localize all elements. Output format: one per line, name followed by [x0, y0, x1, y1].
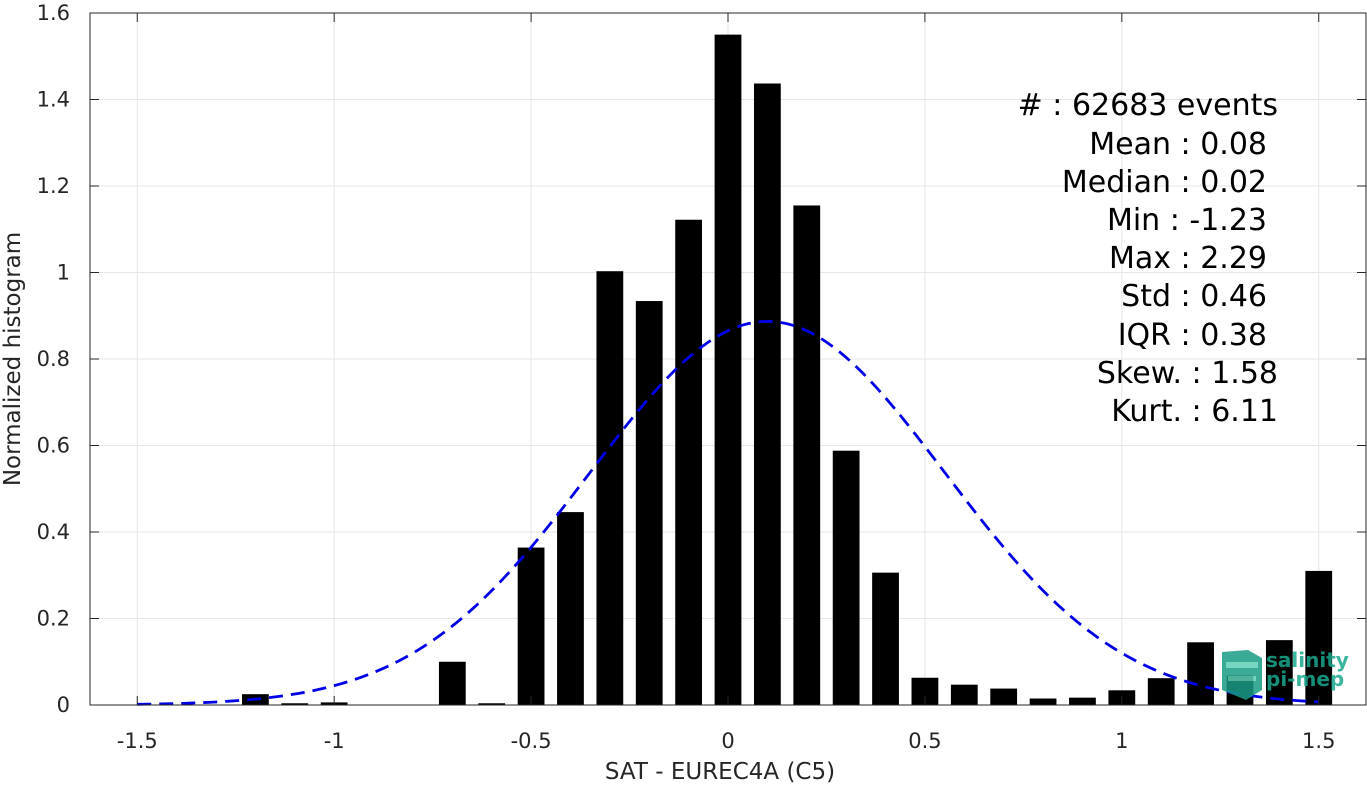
stats-mean: Mean : 0.08: [1089, 127, 1267, 162]
stats-count: # : 62683 events: [1018, 88, 1278, 123]
y-tick-label: 0: [57, 693, 70, 717]
y-tick-label: 1: [57, 261, 70, 285]
y-tick-label: 1.4: [37, 88, 70, 112]
histogram-bar: [990, 688, 1018, 705]
histogram-bar: [1265, 640, 1293, 705]
histogram-bar: [1305, 570, 1333, 705]
histogram-bar: [675, 219, 703, 706]
y-tick-label: 0.6: [37, 434, 70, 458]
x-tick-label: -1.5: [117, 729, 158, 753]
y-tick-label: 1.6: [37, 1, 70, 25]
logo-text-line2: pi-mep: [1266, 667, 1344, 691]
logo-text-line1: salinity: [1266, 648, 1349, 672]
logo-emblem-icon: [1222, 650, 1262, 700]
x-tick-labels: -1.5 -1 -0.5 0 0.5 1 1.5: [117, 729, 1336, 753]
histogram-bar: [557, 512, 584, 705]
x-tick-label: -0.5: [511, 729, 552, 753]
histogram-bar: [478, 703, 506, 705]
histogram-bar: [1147, 678, 1175, 705]
histogram-bar: [517, 547, 545, 705]
x-tick-label: 1.5: [1302, 729, 1335, 753]
y-axis-label: Normalized histogram: [0, 232, 26, 486]
stats-min: Min : -1.23: [1107, 203, 1267, 238]
stats-skewness: Skew. : 1.58: [1097, 356, 1278, 391]
stats-kurtosis: Kurt. : 6.11: [1111, 394, 1278, 429]
salinity-pi-mep-logo: salinity pi-mep: [1222, 648, 1349, 700]
x-tick-label: -1: [324, 729, 345, 753]
x-axis-label: SAT - EUREC4A (C5): [605, 759, 835, 785]
y-tick-label: 1.2: [37, 174, 70, 198]
x-tick-label: 1: [1115, 729, 1128, 753]
x-tick-label: 0: [721, 729, 734, 753]
y-tick-label: 0.2: [37, 607, 70, 631]
histogram-bar: [753, 83, 781, 705]
stats-median: Median : 0.02: [1062, 165, 1267, 200]
histogram-bar: [714, 34, 742, 705]
y-tick-label: 0.4: [37, 520, 70, 544]
stats-max: Max : 2.29: [1109, 241, 1267, 276]
stats-iqr: IQR : 0.38: [1118, 318, 1267, 353]
histogram-bar: [281, 703, 309, 705]
histogram-bar: [1069, 697, 1096, 705]
histogram-bar: [832, 450, 860, 705]
histogram-bar: [950, 684, 978, 705]
stats-std: Std : 0.46: [1121, 279, 1267, 314]
histogram-bar: [1187, 642, 1214, 705]
histogram-bar: [438, 661, 466, 705]
axis-ticks: [90, 12, 1366, 706]
y-tick-labels: 0 0.2 0.4 0.6 0.8 1 1.2 1.4 1.6: [37, 1, 70, 717]
histogram-bar: [1029, 698, 1057, 705]
histogram-bar: [872, 572, 899, 705]
histogram-bar: [635, 301, 663, 705]
histogram-bar: [793, 205, 821, 705]
histogram-bar: [596, 271, 624, 705]
y-tick-label: 0.8: [37, 347, 70, 371]
x-tick-label: 0.5: [908, 729, 941, 753]
histogram-bars: [242, 34, 1333, 706]
statistics-annotation: # : 62683 events Mean : 0.08 Median : 0.…: [1018, 88, 1278, 429]
gaussian-fit-curve: [137, 319, 1319, 706]
